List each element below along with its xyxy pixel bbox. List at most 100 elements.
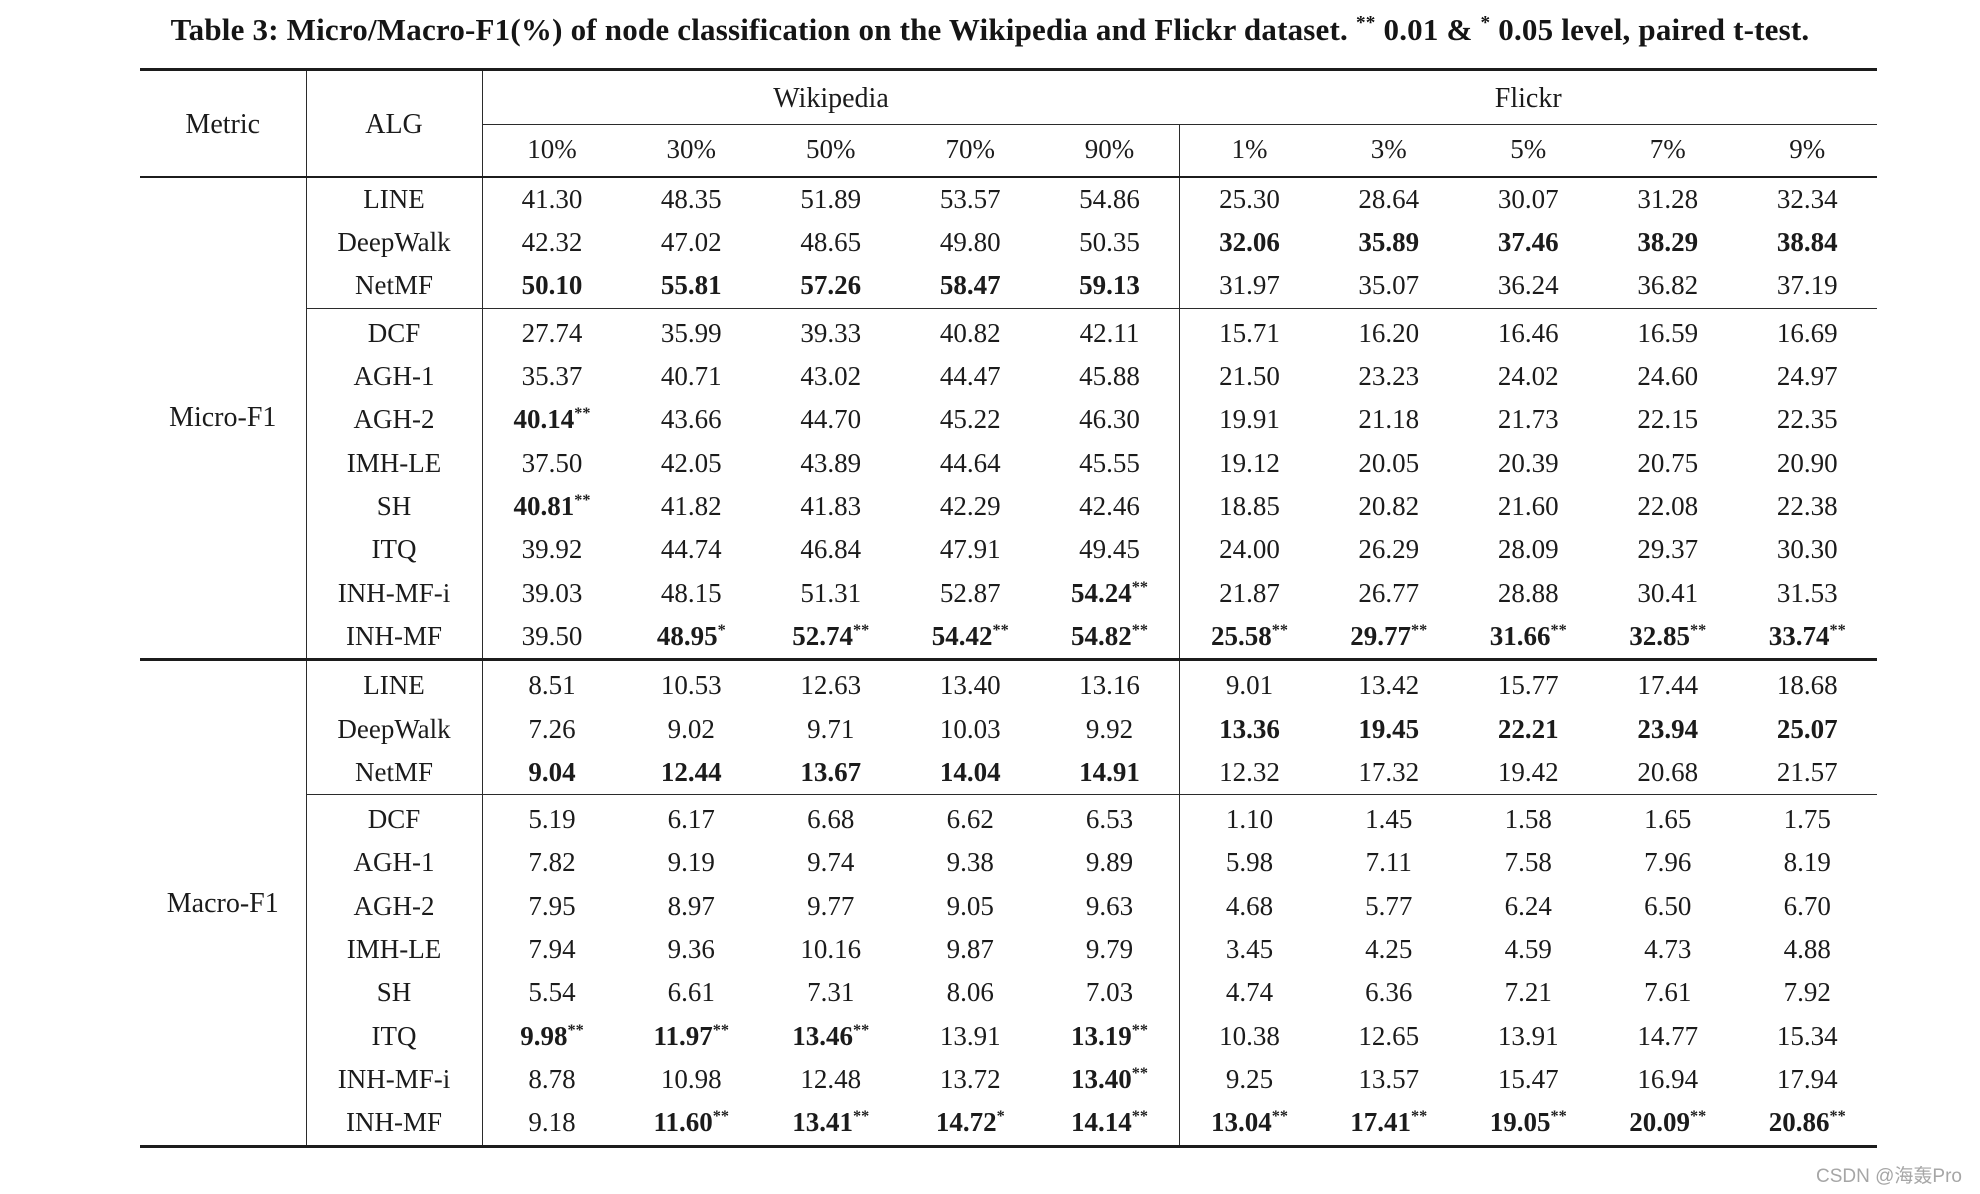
value-cell: 6.36 <box>1365 977 1413 1008</box>
significance-stars: ** <box>1550 620 1567 639</box>
value-cell: 42.05 <box>660 447 722 478</box>
value-cell: 7.31 <box>807 977 855 1008</box>
value-cell: 42.29 <box>939 490 1001 521</box>
header-alg: ALG <box>306 67 483 178</box>
value-cell: 29.37 <box>1637 534 1699 565</box>
value-cell: 9.19 <box>667 847 715 878</box>
value-cell: 48.15 <box>660 577 722 608</box>
table-row: NetMF 9.04 12.44 13.67 14.04 14.91 12.32 17.32 1… <box>140 750 1877 795</box>
alg-label: ITQ <box>306 1014 483 1059</box>
value-cell: 19.91 <box>1219 404 1280 435</box>
value-cell: 24.02 <box>1497 361 1559 392</box>
value-cell: 44.47 <box>939 361 1001 392</box>
value-cell: 50.35 <box>1040 221 1180 265</box>
value-cell: 30.07 <box>1497 183 1559 214</box>
value-cell: 16.69 <box>1737 307 1877 356</box>
value-cell: 21.50 <box>1219 361 1280 392</box>
value-cell: 21.73 <box>1497 404 1559 435</box>
value-cell: 15.71 <box>1179 307 1319 356</box>
value-cell: 5.77 <box>1365 890 1413 921</box>
table-row: SH 40.81** 41.82 41.83 42.29 42.46 18.85 20.82 2… <box>140 484 1877 529</box>
value-cell: 54.86 <box>1040 176 1180 222</box>
significance-stars: ** <box>992 620 1009 639</box>
value-cell: 9.63 <box>1040 884 1180 929</box>
table-row: INH-MF 9.18 11.60** 13.41** 14.72* 14.14** 13.… <box>140 1101 1877 1148</box>
value-cell: 45.88 <box>1040 355 1180 399</box>
title-star-001: ** <box>1355 12 1376 34</box>
value-cell: 59.13 <box>1040 264 1180 309</box>
value-cell: 25.07 <box>1776 713 1838 744</box>
value-cell: 54.42** <box>931 620 1009 651</box>
subcol-header: 3% <box>1319 124 1459 178</box>
table-header: Metric ALG Wikipedia Flickr 10% 30% 50% 70%… <box>140 67 1877 178</box>
value-cell: 4.73 <box>1644 934 1692 965</box>
table-row: INH-MF-i 8.78 10.98 12.48 13.72 13.40** 9.25 13… <box>140 1058 1877 1102</box>
value-cell: 7.82 <box>528 847 576 878</box>
value-cell: 41.83 <box>800 490 862 521</box>
value-cell: 9.87 <box>946 934 994 965</box>
value-cell: 26.77 <box>1358 577 1420 608</box>
table-row: Micro-F1 LINE 41.30 48.35 51.89 53.57 54.86 25.… <box>140 176 1877 662</box>
significance-stars: ** <box>1131 1020 1148 1039</box>
header-metric: Metric <box>140 67 307 178</box>
value-cell: 1.10 <box>1179 794 1319 842</box>
value-cell: 21.60 <box>1497 490 1559 521</box>
value-cell: 22.35 <box>1776 404 1838 435</box>
value-cell: 24.00 <box>1219 534 1280 565</box>
value-cell: 31.53 <box>1776 577 1838 608</box>
table-row: IMH-LE 7.94 9.36 10.16 9.87 9.79 3.45 4.25 4.59 4… <box>140 928 1877 972</box>
value-cell: 23.23 <box>1358 361 1420 392</box>
value-cell: 30.30 <box>1776 534 1838 565</box>
value-cell: 13.40** <box>1040 1058 1180 1102</box>
value-cell: 25.58** <box>1211 620 1288 651</box>
subcol-header: 5% <box>1458 124 1598 178</box>
value-cell: 35.89 <box>1358 227 1420 258</box>
value-cell: 48.35 <box>660 183 722 214</box>
results-table: Metric ALG Wikipedia Flickr 10% 30% 50% 70%… <box>140 67 1877 1148</box>
value-cell: 10.03 <box>939 713 1001 744</box>
value-cell: 7.94 <box>528 934 576 965</box>
alg-label: LINE <box>306 176 483 222</box>
table-row: AGH-1 7.82 9.19 9.74 9.38 9.89 5.98 7.11 7.58 7.9… <box>140 841 1877 885</box>
significance-stars: ** <box>574 404 591 423</box>
value-cell: 13.41** <box>761 1101 901 1148</box>
value-cell: 19.12 <box>1219 447 1280 478</box>
value-cell: 9.77 <box>807 890 855 921</box>
significance-stars: ** <box>1131 577 1148 596</box>
value-cell: 7.21 <box>1504 977 1552 1008</box>
value-cell: 20.82 <box>1358 490 1420 521</box>
table-row: INH-MF 39.50 48.95* 52.74** 54.42** 54.82** 25… <box>140 614 1877 660</box>
significance-stars: ** <box>1690 620 1707 639</box>
title-text: Table 3: Micro/Macro-F1(%) of node class… <box>170 12 1356 47</box>
value-cell: 43.02 <box>800 361 862 392</box>
value-cell: 12.44 <box>660 756 722 787</box>
value-cell: 9.92 <box>1040 707 1180 751</box>
header-subcol-row: 10% 30% 50% 70% 90% 1% 3% 5% 7% 9% <box>140 124 1877 178</box>
value-cell: 50.10 <box>521 270 583 301</box>
subcol-header: 9% <box>1737 124 1877 178</box>
value-cell: 21.18 <box>1358 404 1420 435</box>
value-cell: 6.62 <box>900 794 1040 842</box>
watermark: CSDN @海轰Pro <box>1816 1166 1962 1187</box>
value-cell: 42.32 <box>521 227 583 258</box>
value-cell: 35.07 <box>1358 270 1420 301</box>
value-cell: 20.39 <box>1497 447 1559 478</box>
value-cell: 8.78 <box>528 1064 576 1095</box>
table-body: Micro-F1 LINE 41.30 48.35 51.89 53.57 54.86 25.… <box>140 176 1877 1148</box>
value-cell: 14.77 <box>1637 1020 1699 1051</box>
value-cell: 9.74 <box>807 847 855 878</box>
value-cell: 9.18 <box>482 1101 622 1148</box>
value-cell: 22.08 <box>1637 490 1699 521</box>
subcol-header: 10% <box>482 124 622 178</box>
value-cell: 21.57 <box>1776 756 1838 787</box>
value-cell: 43.66 <box>660 404 722 435</box>
value-cell: 29.77** <box>1350 620 1428 651</box>
value-cell: 20.75 <box>1637 447 1699 478</box>
value-cell: 48.65 <box>800 227 862 258</box>
alg-label: NetMF <box>306 264 483 309</box>
value-cell: 6.17 <box>621 794 761 842</box>
value-cell: 10.38 <box>1219 1020 1280 1051</box>
significance-stars: * <box>996 1107 1005 1126</box>
value-cell: 45.55 <box>1040 441 1180 485</box>
value-cell: 48.95* <box>656 620 726 651</box>
